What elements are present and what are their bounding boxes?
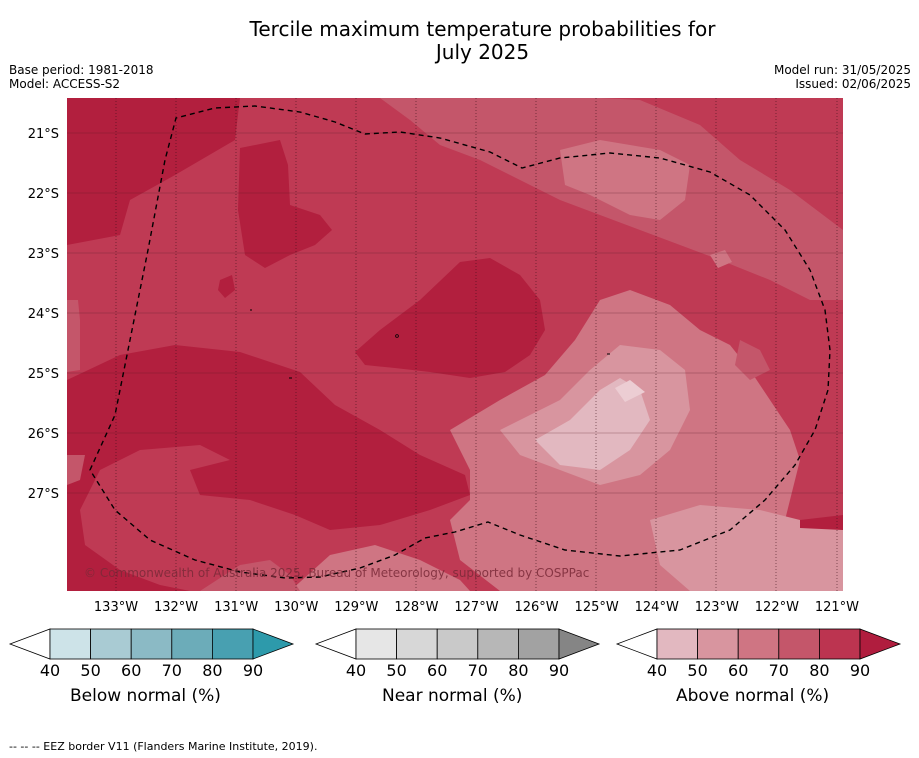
- colorbar-tick-label: 80: [202, 661, 222, 680]
- colorbar-min-triangle: [615, 628, 658, 660]
- title-line-1: Tercile maximum temperature probabilitie…: [249, 17, 716, 41]
- colorbar-segment: [130, 628, 173, 660]
- colorbar-segment: [90, 628, 132, 660]
- colorbar-max-triangle: [252, 628, 295, 660]
- lon-tick-label: 128°W: [394, 600, 438, 615]
- colorbar-segment: [737, 628, 780, 660]
- colorbar-tick-label: 40: [40, 661, 60, 680]
- lon-tick-label: 127°W: [454, 600, 498, 615]
- colorbar-tick-label: 50: [386, 661, 406, 680]
- lat-tick-label: 21°S: [28, 127, 59, 142]
- colorbar-segment: [697, 628, 739, 660]
- colorbar-1: 40 50 60 70 80 90: [314, 628, 601, 680]
- latitude-labels: 21°S 22°S 23°S 24°S 25°S 26°S 27°S: [28, 127, 59, 502]
- above-normal-label: Above normal (%): [676, 686, 830, 706]
- colorbar-tick-label: 70: [769, 661, 789, 680]
- colorbar-tick-label: 90: [549, 661, 569, 680]
- copyright-text: © Commonwealth of Australia 2025, Bureau…: [84, 566, 589, 580]
- colorbar-tick-label: 40: [346, 661, 366, 680]
- lat-tick-label: 27°S: [28, 487, 59, 502]
- lon-tick-label: 133°W: [94, 600, 138, 615]
- colorbar-segment: [171, 628, 213, 660]
- lon-tick-label: 126°W: [514, 600, 558, 615]
- model-run-text: Model run: 31/05/2025: [773, 63, 911, 77]
- lon-tick-label: 123°W: [695, 600, 739, 615]
- lon-tick-label: 130°W: [274, 600, 318, 615]
- colorbar-legends: 40 50 60 70 80 90 40 50 60 70 80 90 40 50 60 70 80 90: [8, 628, 902, 680]
- colorbar-segment: [211, 628, 254, 660]
- colorbar-segment: [819, 628, 861, 660]
- colorbar-min-triangle: [8, 628, 51, 660]
- colorbar-tick-label: 80: [809, 661, 829, 680]
- colorbar-tick-label: 60: [427, 661, 447, 680]
- colorbar-tick-label: 60: [728, 661, 748, 680]
- title-line-2: July 2025: [435, 40, 530, 64]
- colorbar-segment: [49, 628, 91, 660]
- model-text: Model: ACCESS-S2: [9, 77, 121, 91]
- lon-tick-label: 121°W: [815, 600, 859, 615]
- colorbar-tick-label: 90: [850, 661, 870, 680]
- colorbar-tick-label: 80: [508, 661, 528, 680]
- longitude-labels: 133°W 132°W 131°W 130°W 129°W 128°W 127°W 126°W…: [94, 600, 859, 615]
- colorbar-tick-label: 50: [687, 661, 707, 680]
- colorbar-max-triangle: [558, 628, 601, 660]
- chart-title: Tercile maximum temperature probabilitie…: [0, 18, 919, 64]
- colorbar-segment: [436, 628, 479, 660]
- colorbar-segment: [396, 628, 438, 660]
- lon-tick-label: 132°W: [154, 600, 198, 615]
- meta-right: Model run: 31/05/2025 Issued: 02/06/2025: [774, 63, 911, 91]
- colorbar-tick-label: 90: [243, 661, 263, 680]
- below-normal-label: Below normal (%): [70, 686, 221, 706]
- lon-tick-label: 129°W: [334, 600, 378, 615]
- colorbar-segment: [656, 628, 698, 660]
- lat-tick-label: 22°S: [28, 187, 59, 202]
- colorbar-segment: [477, 628, 519, 660]
- colorbar-tick-label: 60: [121, 661, 141, 680]
- issued-text: Issued: 02/06/2025: [795, 77, 911, 91]
- eez-footnote: -- -- -- EEZ border V11 (Flanders Marine…: [9, 740, 318, 753]
- colorbar-segment: [778, 628, 820, 660]
- lat-tick-label: 24°S: [28, 307, 59, 322]
- colorbar-0: 40 50 60 70 80 90: [8, 628, 295, 680]
- colorbar-min-triangle: [314, 628, 357, 660]
- lon-tick-label: 125°W: [575, 600, 619, 615]
- lon-tick-label: 124°W: [635, 600, 679, 615]
- base-period-text: Base period: 1981-2018: [9, 63, 154, 77]
- meta-left: Base period: 1981-2018 Model: ACCESS-S2: [9, 63, 154, 91]
- colorbar-tick-label: 70: [162, 661, 182, 680]
- colorbar-segment: [518, 628, 560, 660]
- colorbar-segment: [355, 628, 397, 660]
- lat-tick-label: 25°S: [28, 367, 59, 382]
- lat-tick-label: 23°S: [28, 247, 59, 262]
- lon-tick-label: 131°W: [214, 600, 258, 615]
- colorbar-2: 40 50 60 70 80 90: [615, 628, 902, 680]
- near-normal-label: Near normal (%): [382, 686, 523, 706]
- colorbar-tick-label: 70: [468, 661, 488, 680]
- colorbar-tick-label: 40: [647, 661, 667, 680]
- lon-tick-label: 122°W: [755, 600, 799, 615]
- colorbar-max-triangle: [859, 628, 902, 660]
- lat-tick-label: 26°S: [28, 427, 59, 442]
- colorbar-tick-label: 50: [80, 661, 100, 680]
- probability-field: [67, 98, 843, 591]
